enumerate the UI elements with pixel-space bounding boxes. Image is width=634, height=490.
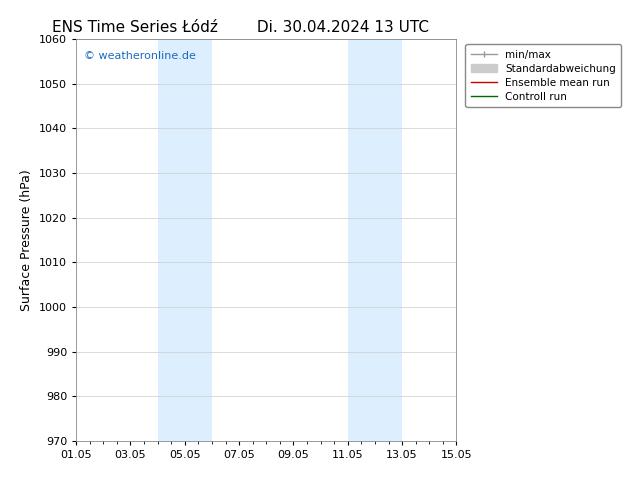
Bar — [348, 39, 402, 441]
Bar — [158, 39, 212, 441]
Y-axis label: Surface Pressure (hPa): Surface Pressure (hPa) — [20, 169, 34, 311]
Legend: min/max, Standardabweichung, Ensemble mean run, Controll run: min/max, Standardabweichung, Ensemble me… — [465, 45, 621, 107]
Text: © weatheronline.de: © weatheronline.de — [84, 51, 195, 61]
Text: ENS Time Series Łódź        Di. 30.04.2024 13 UTC: ENS Time Series Łódź Di. 30.04.2024 13 U… — [53, 20, 429, 35]
